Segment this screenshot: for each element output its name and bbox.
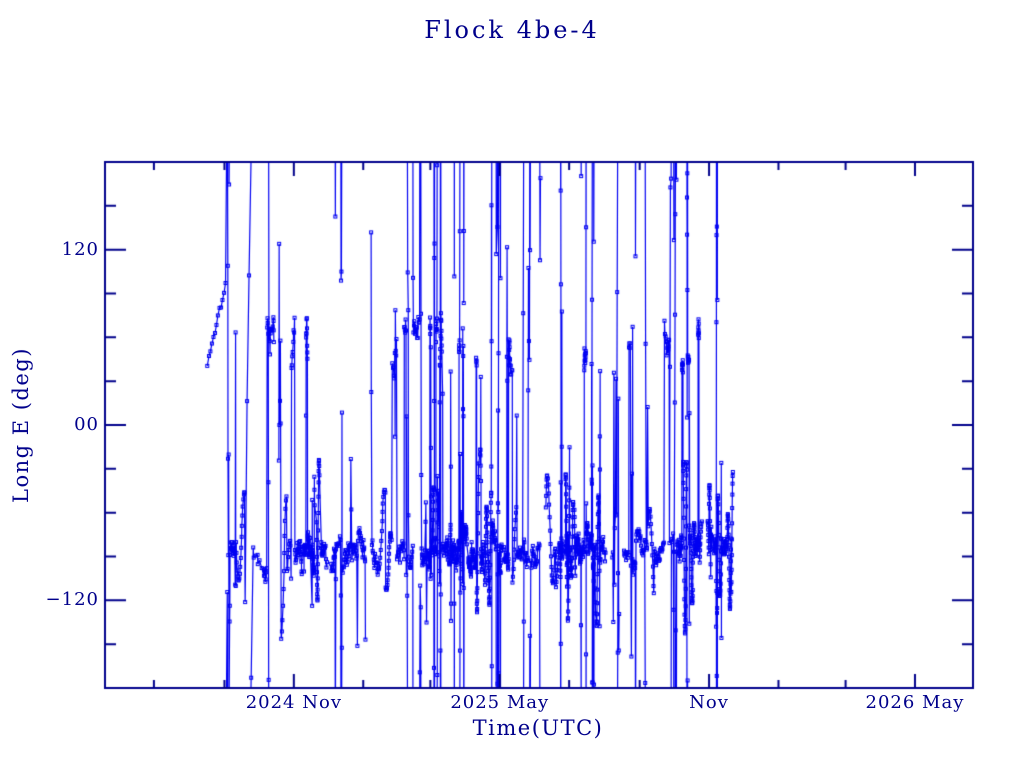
y-tick-label: 120 — [61, 238, 99, 260]
y-tick-label: −120 — [45, 589, 99, 611]
x-axis-title: Time(UTC) — [472, 716, 604, 740]
x-tick-label: 2024 Nov — [245, 692, 342, 713]
y-tick-labels: 120 00 −120 — [28, 0, 99, 768]
chart-title: Flock 4be-4 — [424, 16, 600, 44]
y-tick-label: 00 — [74, 414, 99, 436]
x-tick-label: 2026 May — [865, 692, 965, 713]
x-tick-label: Nov — [689, 692, 729, 713]
x-tick-label: 2025 May — [450, 692, 550, 713]
x-tick-labels: 2024 Nov 2025 May Nov 2026 May — [0, 692, 1024, 714]
